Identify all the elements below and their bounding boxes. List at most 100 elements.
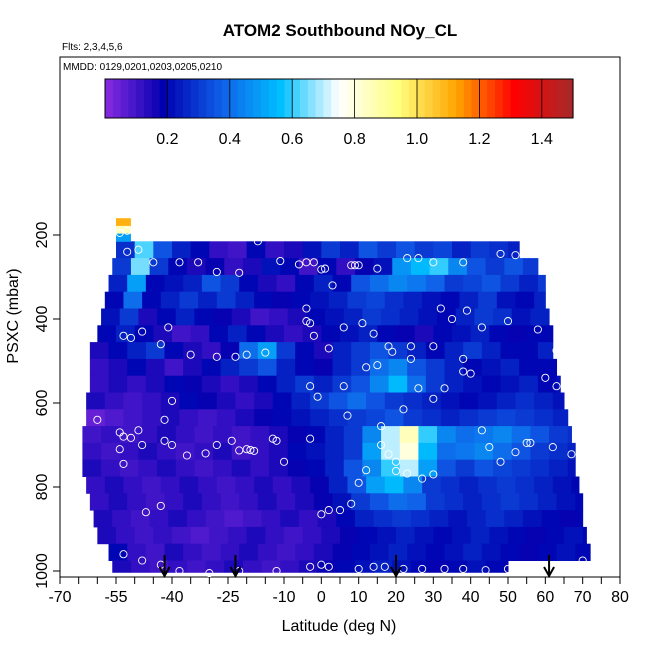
heatmap-cell xyxy=(399,426,419,444)
observation-point xyxy=(253,237,262,246)
heatmap-cell xyxy=(362,308,382,326)
heatmap-cell xyxy=(425,342,446,360)
heatmap-cell xyxy=(463,358,483,377)
heatmap-cell xyxy=(190,526,210,545)
heatmap-cell xyxy=(369,375,390,393)
observation-point xyxy=(160,436,169,445)
observation-point xyxy=(309,258,318,267)
heatmap-cell xyxy=(478,291,498,309)
observation-point xyxy=(276,256,285,266)
observation-point xyxy=(391,457,401,466)
observation-point xyxy=(138,226,147,235)
colorbar-segment xyxy=(198,79,207,118)
heatmap-cell xyxy=(82,459,102,477)
heatmap-cell xyxy=(119,308,139,326)
observation-point xyxy=(201,449,210,458)
x-tick-label: 10 xyxy=(350,589,368,606)
colorbar-tick-label: 0.6 xyxy=(281,131,303,148)
heatmap-cell xyxy=(276,375,296,393)
heatmap-cell xyxy=(213,308,233,326)
heatmap-cell xyxy=(515,291,535,309)
heatmap-cell xyxy=(511,459,531,477)
heatmap-cell xyxy=(381,426,401,444)
observation-point xyxy=(149,258,158,267)
heatmap-cell xyxy=(328,291,348,309)
x-tick-label: 30 xyxy=(424,589,442,606)
heatmap-cell xyxy=(537,358,558,377)
heatmap-cell xyxy=(82,442,102,461)
heatmap-cell xyxy=(295,493,315,511)
heatmap-cell xyxy=(437,426,457,444)
observation-point xyxy=(309,331,318,340)
heatmap-cell xyxy=(530,426,550,444)
observation-point xyxy=(119,331,128,340)
y-tick-label: 1000 xyxy=(34,553,51,589)
heatmap-cell xyxy=(549,426,569,444)
heatmap-cell xyxy=(537,375,558,393)
heatmap-cell xyxy=(310,291,330,309)
heatmap-cell xyxy=(552,409,569,427)
heatmap-cell xyxy=(250,459,270,477)
heatmap-cell xyxy=(313,375,334,393)
heatmap-cell xyxy=(347,291,367,309)
heatmap-cell xyxy=(149,560,169,573)
arrow-markers xyxy=(158,555,555,579)
observation-point xyxy=(167,396,177,405)
heatmap-cell xyxy=(358,325,378,343)
heatmap-cell xyxy=(384,409,404,427)
heatmap-cell xyxy=(186,510,207,528)
heatmap-cell xyxy=(89,342,110,360)
heatmap-cell xyxy=(239,274,259,293)
colorbar-segment xyxy=(378,79,387,118)
heatmap-cell xyxy=(108,543,128,561)
colorbar-segment xyxy=(549,79,558,118)
heatmap-cell xyxy=(481,274,502,293)
heatmap-cell xyxy=(325,459,345,477)
observation-point xyxy=(440,564,449,573)
heatmap-cell xyxy=(257,493,278,511)
heatmap-cell xyxy=(86,392,106,410)
colorbar-segment xyxy=(307,79,317,118)
heatmap-cell xyxy=(567,459,576,477)
heatmap-cell xyxy=(168,258,188,276)
heatmap-cell xyxy=(493,459,513,477)
heatmap-cell xyxy=(269,442,289,461)
heatmap-cell xyxy=(257,342,278,360)
heatmap-cell xyxy=(519,358,539,377)
heatmap-cell xyxy=(295,342,315,360)
heatmap-cell xyxy=(250,426,270,444)
heatmap-cell xyxy=(160,409,180,427)
colorbar-tick-label: 0.4 xyxy=(219,131,241,148)
heatmap-cell xyxy=(433,325,453,343)
heatmap-cell xyxy=(198,392,218,410)
heatmap-cell xyxy=(265,325,285,343)
heatmap-cell xyxy=(242,560,263,573)
observation-point xyxy=(347,499,356,508)
heatmap-cell xyxy=(381,459,401,477)
observation-point xyxy=(496,457,505,466)
observation-point xyxy=(156,501,165,510)
heatmap-cell xyxy=(194,442,214,461)
heatmap-cell xyxy=(257,543,278,561)
heatmap-cell xyxy=(145,274,166,293)
colorbar-segment xyxy=(159,79,168,118)
heatmap-cell xyxy=(220,543,240,561)
x-tick-label: -55 xyxy=(104,589,127,606)
heatmap-cell xyxy=(493,442,513,461)
heatmap-cell xyxy=(179,409,199,427)
heatmap-cell xyxy=(97,526,117,545)
heatmap-cell xyxy=(86,409,106,427)
observation-point xyxy=(339,323,348,332)
y-tick-label: 800 xyxy=(34,474,51,501)
heatmap-cell xyxy=(455,308,475,326)
heatmap-cell xyxy=(388,543,408,561)
colorbar-segment xyxy=(424,79,434,118)
heatmap-cell xyxy=(429,560,449,573)
heatmap-cell xyxy=(381,308,401,326)
heatmap-cell xyxy=(500,274,520,293)
observation-point xyxy=(399,405,408,414)
heatmap-cell xyxy=(470,526,490,545)
observation-point xyxy=(119,459,128,468)
observation-point xyxy=(231,352,240,361)
colorbar-tick-label: 1.4 xyxy=(531,131,553,148)
